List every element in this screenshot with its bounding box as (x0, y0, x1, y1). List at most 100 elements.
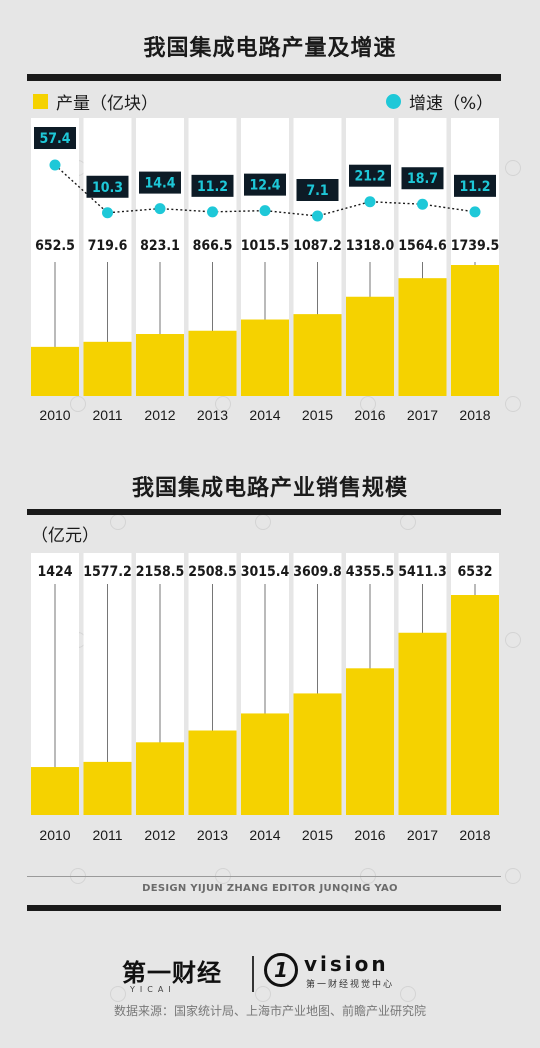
legend-growth-label: 增速（% (409, 94, 477, 114)
sales-bar (136, 742, 184, 815)
growth-value-label: 21.2 (354, 169, 385, 185)
growth-point (469, 206, 481, 218)
chart2-year-label: 2018 (459, 827, 490, 843)
output-value-label: 1739.5 (451, 238, 500, 254)
watermark-mark (505, 396, 521, 412)
sales-bar (83, 761, 132, 815)
chart2-title: 我国集成电路产业销售规模 (131, 476, 408, 501)
growth-value-label: 7.1 (306, 183, 328, 199)
growth-label-box (244, 173, 286, 196)
output-bar (83, 341, 132, 396)
watermark-mark (215, 396, 231, 412)
sales-bar (346, 668, 394, 815)
output-value-label: 719.6 (88, 238, 128, 254)
growth-point (417, 198, 428, 210)
sales-bar (451, 595, 499, 815)
output-value-label: 1015.5 (241, 238, 290, 254)
vision-logo: vision (304, 952, 389, 976)
growth-value-label: 11.2 (459, 179, 490, 195)
output-value-label: 652.5 (35, 238, 75, 254)
growth-label-box (454, 174, 496, 197)
growth-value-label: 10.3 (92, 180, 123, 196)
growth-point (259, 205, 271, 217)
output-bar (346, 296, 394, 396)
growth-value-label: 12.4 (249, 178, 280, 194)
growth-point (49, 159, 61, 171)
chart1-year-label: 2014 (249, 407, 280, 423)
chart2-year-label: 2011 (92, 827, 122, 843)
growth-label-box (191, 174, 234, 197)
chart2-year-label: 2013 (197, 827, 228, 843)
sales-value-label: 3015.4 (241, 564, 290, 580)
credits-rule (27, 876, 501, 877)
chart1-year-label: 2016 (354, 407, 385, 423)
growth-point (102, 207, 113, 219)
watermark-mark (505, 160, 521, 176)
chart2-top-rule (27, 509, 501, 515)
chart2-year-label: 2014 (249, 827, 280, 843)
growth-point (207, 206, 218, 218)
watermark-mark (400, 986, 416, 1002)
logo-divider (252, 956, 254, 992)
growth-label-box (296, 179, 339, 201)
growth-label-box (34, 127, 76, 149)
output-value-label: 823.1 (140, 238, 180, 254)
growth-value-label: 11.2 (197, 179, 228, 195)
chart1-year-label: 2013 (197, 407, 228, 423)
output-value-label: 866.5 (193, 238, 233, 254)
watermark-mark (360, 396, 376, 412)
watermark-mark (255, 986, 271, 1002)
data-source: 数据来源：国家统计局、上海市产业地图、前瞻产业研究院 (113, 1004, 426, 1018)
growth-value-label: 57.4 (39, 131, 70, 147)
chart1-year-label: 2012 (144, 407, 175, 423)
chart2-year-label: 2012 (144, 827, 175, 843)
chart1-year-label: 2015 (302, 407, 333, 423)
watermark-mark (505, 868, 521, 884)
growth-value-label: 14.4 (144, 176, 175, 192)
chart1-year-label: 2017 (407, 407, 438, 423)
output-bar (241, 319, 289, 396)
output-bar (188, 330, 237, 396)
credits-text: DESIGN YIJUN ZHANG EDITOR JUNQING YAO (142, 883, 398, 894)
chart2-year-label: 2016 (354, 827, 385, 843)
sales-bar (31, 767, 79, 815)
chart1-title: 我国集成电路产量及增速 (143, 36, 397, 61)
chart2-year-label: 2010 (39, 827, 70, 843)
sales-scale-chart: 1424 2010 1577.2 2011 2158.5 2012 2508.5 2013 30… (31, 553, 499, 843)
sales-value-label: 5411.3 (398, 564, 447, 580)
legend-output-label: 产量（亿块 (56, 94, 141, 114)
growth-label-box (139, 171, 181, 194)
chart1-year-label: 2011 (92, 407, 122, 423)
growth-label-box (86, 175, 129, 198)
legend-growth: 增速（% ） (386, 89, 493, 114)
growth-value-label: 18.7 (407, 171, 438, 187)
sales-bar (188, 730, 237, 815)
chart1-year-label: 2010 (39, 407, 70, 423)
sales-value-label: 1424 (37, 564, 72, 580)
growth-point (364, 196, 376, 208)
sales-value-label: 2508.5 (188, 564, 237, 580)
vision-logo-mark: 1 (264, 953, 298, 987)
output-bar (451, 265, 499, 396)
growth-label-box (401, 167, 444, 190)
legend-growth-close: ） (476, 94, 494, 114)
chart2-year-label: 2015 (302, 827, 333, 843)
output-growth-chart: 652.5 2010 719.6 2011 823.1 2012 866.5 2013 1015… (31, 118, 500, 423)
watermark-mark (110, 986, 126, 1002)
legend-output: 产量（亿块 ） (33, 89, 158, 114)
growth-line (54, 164, 476, 217)
watermark-mark (70, 396, 86, 412)
yicai-logo-sub: YICAI (130, 985, 176, 994)
legend-output-swatch (33, 94, 48, 109)
output-bar (31, 346, 79, 396)
footer-rule (27, 905, 501, 911)
growth-point (312, 210, 323, 222)
sales-value-label: 1577.2 (83, 564, 132, 580)
sales-bar (241, 713, 289, 815)
watermark-mark (505, 632, 521, 648)
yicai-logo: 第一财经 (122, 959, 222, 987)
legend-growth-swatch (386, 94, 401, 109)
output-bar (398, 278, 447, 396)
output-value-label: 1087.2 (293, 238, 342, 254)
